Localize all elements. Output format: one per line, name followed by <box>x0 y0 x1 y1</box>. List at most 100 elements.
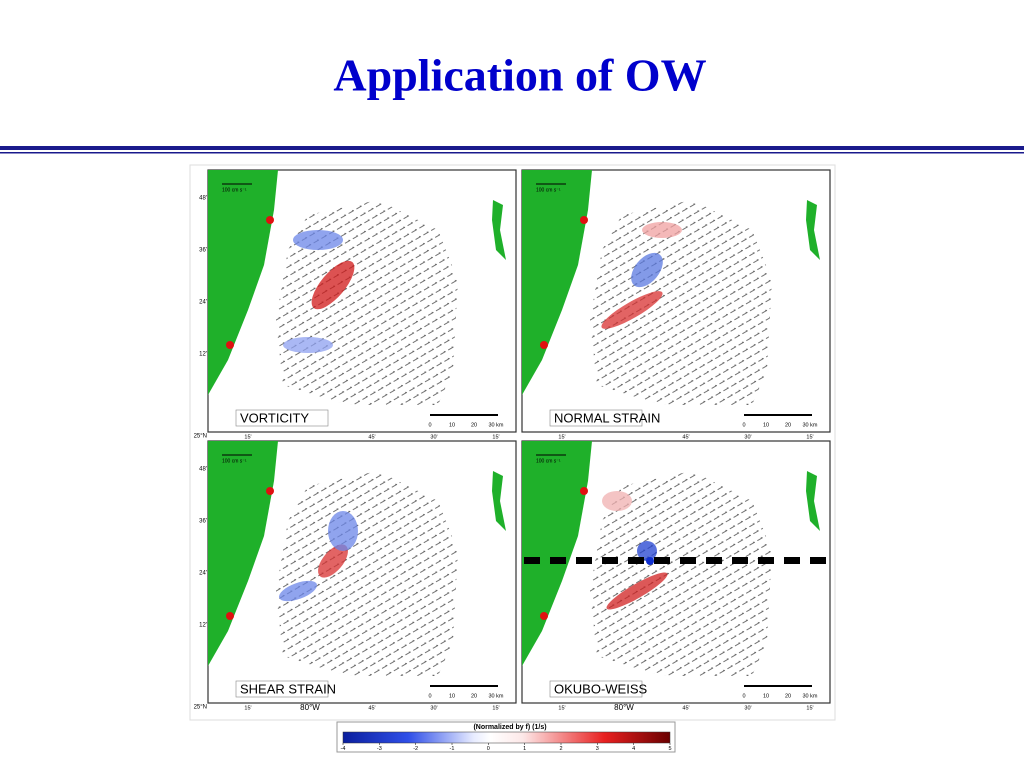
label-box <box>235 409 329 427</box>
site-marker <box>580 487 588 495</box>
scale-label: 0 <box>742 693 745 699</box>
point <box>646 557 654 565</box>
scale-label: 0 <box>742 422 745 428</box>
lat-label: 12' <box>199 352 207 358</box>
vector-field <box>590 200 772 405</box>
island <box>492 200 506 260</box>
rule <box>0 146 1024 150</box>
dash <box>654 557 670 564</box>
island <box>806 471 820 531</box>
lat-label: 24' <box>199 300 207 306</box>
scale-label: 30 km <box>489 693 504 699</box>
field-anomaly <box>293 230 343 250</box>
scale-label: 30 km <box>803 422 818 428</box>
lon-label: 30' <box>430 705 437 711</box>
field-anomaly <box>283 337 333 353</box>
land <box>522 170 592 395</box>
lon-label: 15' <box>806 434 813 440</box>
vector-field <box>590 471 772 676</box>
lon-label: 30' <box>430 434 437 440</box>
dash <box>628 557 644 564</box>
colorbar-tick-label: 0 <box>487 746 490 752</box>
lon-label: 30' <box>744 705 751 711</box>
colorbar-tick-label: -4 <box>341 746 346 752</box>
field-anomaly <box>311 260 355 310</box>
colorbar <box>342 731 671 744</box>
panel-label: OKUBO-WEISS <box>554 681 648 696</box>
lon-label: 15' <box>558 705 565 711</box>
lat-label: 24' <box>199 571 207 577</box>
field-anomaly <box>606 572 668 610</box>
scale-label: 0 <box>428 693 431 699</box>
lon-label: 80°W <box>300 703 320 712</box>
lon-label: 80°W <box>614 703 634 712</box>
colorbar-tick-label: -2 <box>413 746 418 752</box>
scale-label: 30 km <box>803 693 818 699</box>
field-anomaly <box>631 252 663 288</box>
lon-label: 15' <box>492 705 499 711</box>
map-panel: 100 cm s⁻¹ OKUBO-WEISS 0 10 20 30 km 15' 80°W 45… <box>521 440 831 712</box>
lon-label: 15' <box>492 434 499 440</box>
lon-label: 15' <box>244 434 251 440</box>
lon-label: 45' <box>682 434 689 440</box>
island <box>806 200 820 260</box>
site-marker <box>580 216 588 224</box>
lat-label: 12' <box>199 623 207 629</box>
lon-label: 45' <box>368 434 375 440</box>
vector-field <box>276 200 458 405</box>
scale-label: 10 <box>763 693 769 699</box>
field-anomaly <box>318 544 348 578</box>
land <box>522 441 592 666</box>
scale-label: 10 <box>763 422 769 428</box>
dash <box>550 557 566 564</box>
lat-label: 48' <box>199 196 207 202</box>
field-anomaly <box>642 222 682 238</box>
site-marker <box>226 341 234 349</box>
dash <box>602 557 618 564</box>
map-panel: 100 cm s⁻¹ NORMAL STRAIN 0 10 20 30 km 15' 45' 3… <box>521 169 831 440</box>
land <box>208 170 278 395</box>
lat-label: 25°N <box>194 705 207 711</box>
dash <box>784 557 800 564</box>
site-marker <box>540 612 548 620</box>
lon-label: 15' <box>806 705 813 711</box>
field-anomaly <box>328 511 358 551</box>
map-panel: 100 cm s⁻¹ SHEAR STRAIN 0 10 20 30 km 48' 36' 24… <box>194 440 517 712</box>
dash <box>732 557 748 564</box>
site-marker <box>226 612 234 620</box>
colorbar-tick-label: -3 <box>377 746 382 752</box>
vector-key-label: 100 cm s⁻¹ <box>536 187 561 193</box>
vector-key-label: 100 cm s⁻¹ <box>536 458 561 464</box>
vector-key-label: 100 cm s⁻¹ <box>222 187 247 193</box>
dash <box>524 557 540 564</box>
dash <box>680 557 696 564</box>
field-anomaly <box>601 291 663 329</box>
site-marker <box>540 341 548 349</box>
scale-label: 30 km <box>489 422 504 428</box>
lon-label: 45' <box>682 705 689 711</box>
lat-label: 36' <box>199 248 207 254</box>
field-anomaly <box>602 491 632 511</box>
vector-key-label: 100 cm s⁻¹ <box>222 458 247 464</box>
rule <box>0 152 1024 154</box>
lon-label: 30' <box>744 434 751 440</box>
panel-label: SHEAR STRAIN <box>240 681 336 696</box>
scale-label: 20 <box>785 693 791 699</box>
panel-label: NORMAL STRAIN <box>554 410 660 425</box>
lat-label: 25°N <box>194 434 207 440</box>
panel-label: VORTICITY <box>240 410 309 425</box>
vector-field <box>276 471 458 676</box>
site-marker <box>266 216 274 224</box>
label-box <box>549 680 643 698</box>
island <box>492 471 506 531</box>
lat-label: 48' <box>199 467 207 473</box>
map-panel: 100 cm s⁻¹ VORTICITY 0 10 20 30 km 48' 36' 24' 12… <box>194 169 517 440</box>
scale-label: 20 <box>471 693 477 699</box>
dash <box>706 557 722 564</box>
colorbar-tick-label: 2 <box>559 746 562 752</box>
dash <box>758 557 774 564</box>
lat-label: 36' <box>199 519 207 525</box>
scale-label: 10 <box>449 693 455 699</box>
